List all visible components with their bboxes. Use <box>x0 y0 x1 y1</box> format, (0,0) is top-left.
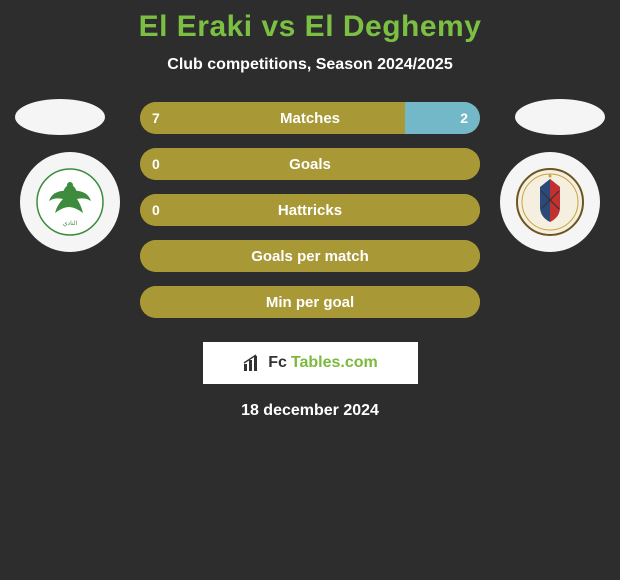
club-badge-left-inner: النادي <box>32 164 108 240</box>
stat-value-left: 7 <box>152 110 160 126</box>
club-badge-right <box>500 152 600 252</box>
stat-row-hattricks: Hattricks0 <box>140 194 480 226</box>
logo-text-tables: Tables.com <box>291 354 378 372</box>
stat-bars: Matches72Goals0Hattricks0Goals per match… <box>140 102 480 318</box>
player-ellipse-right <box>515 99 605 135</box>
club-badge-left: النادي <box>20 152 120 252</box>
stat-row-goals-per-match: Goals per match <box>140 240 480 272</box>
subtitle: Club competitions, Season 2024/2025 <box>0 56 620 74</box>
date-text: 18 december 2024 <box>15 402 605 420</box>
player-ellipse-left <box>15 99 105 135</box>
fctables-logo: FcTables.com <box>203 342 418 384</box>
main-area: النادي Matches72Goals0Hattricks0Goals pe… <box>0 102 620 420</box>
stat-row-matches: Matches7 2 <box>140 102 480 134</box>
stat-row-goals: Goals0 <box>140 148 480 180</box>
stat-label: Hattricks <box>140 202 480 219</box>
stat-value-left: 0 <box>152 202 160 218</box>
header: El Eraki vs El Deghemy Club competitions… <box>0 0 620 74</box>
club-badge-right-inner <box>512 164 588 240</box>
page-title: El Eraki vs El Deghemy <box>0 10 620 44</box>
stat-label: Goals <box>140 156 480 173</box>
logo-text-fc: Fc <box>268 354 287 372</box>
stat-value-right: 2 <box>460 110 468 126</box>
stat-label: Goals per match <box>140 248 480 265</box>
stat-label: Min per goal <box>140 294 480 311</box>
stat-value-left: 0 <box>152 156 160 172</box>
stat-label: Matches <box>140 110 480 127</box>
stat-row-min-per-goal: Min per goal <box>140 286 480 318</box>
chart-icon <box>242 353 262 373</box>
svg-text:النادي: النادي <box>63 220 78 227</box>
